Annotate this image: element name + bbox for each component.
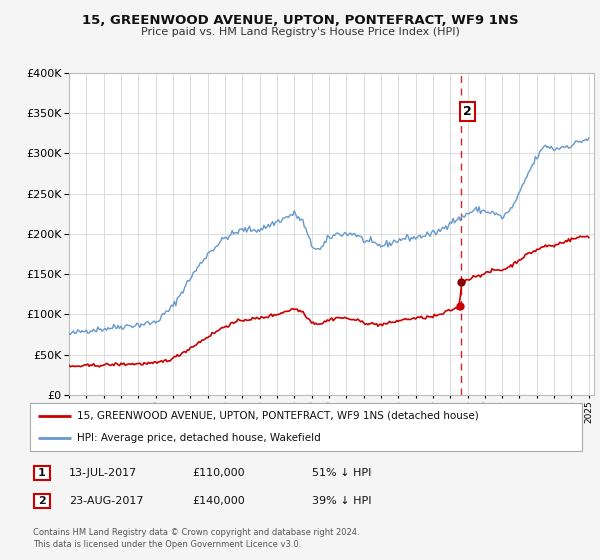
- Text: HPI: Average price, detached house, Wakefield: HPI: Average price, detached house, Wake…: [77, 433, 320, 444]
- Text: £110,000: £110,000: [192, 468, 245, 478]
- Text: 15, GREENWOOD AVENUE, UPTON, PONTEFRACT, WF9 1NS (detached house): 15, GREENWOOD AVENUE, UPTON, PONTEFRACT,…: [77, 410, 479, 421]
- Text: £140,000: £140,000: [192, 496, 245, 506]
- Text: 15, GREENWOOD AVENUE, UPTON, PONTEFRACT, WF9 1NS: 15, GREENWOOD AVENUE, UPTON, PONTEFRACT,…: [82, 14, 518, 27]
- Text: 2: 2: [38, 496, 46, 506]
- Text: 39% ↓ HPI: 39% ↓ HPI: [312, 496, 371, 506]
- Text: 23-AUG-2017: 23-AUG-2017: [69, 496, 143, 506]
- Text: 51% ↓ HPI: 51% ↓ HPI: [312, 468, 371, 478]
- Text: 13-JUL-2017: 13-JUL-2017: [69, 468, 137, 478]
- Text: Price paid vs. HM Land Registry's House Price Index (HPI): Price paid vs. HM Land Registry's House …: [140, 27, 460, 37]
- Text: 2: 2: [463, 105, 472, 118]
- Text: 1: 1: [38, 468, 46, 478]
- Text: Contains HM Land Registry data © Crown copyright and database right 2024.
This d: Contains HM Land Registry data © Crown c…: [33, 528, 359, 549]
